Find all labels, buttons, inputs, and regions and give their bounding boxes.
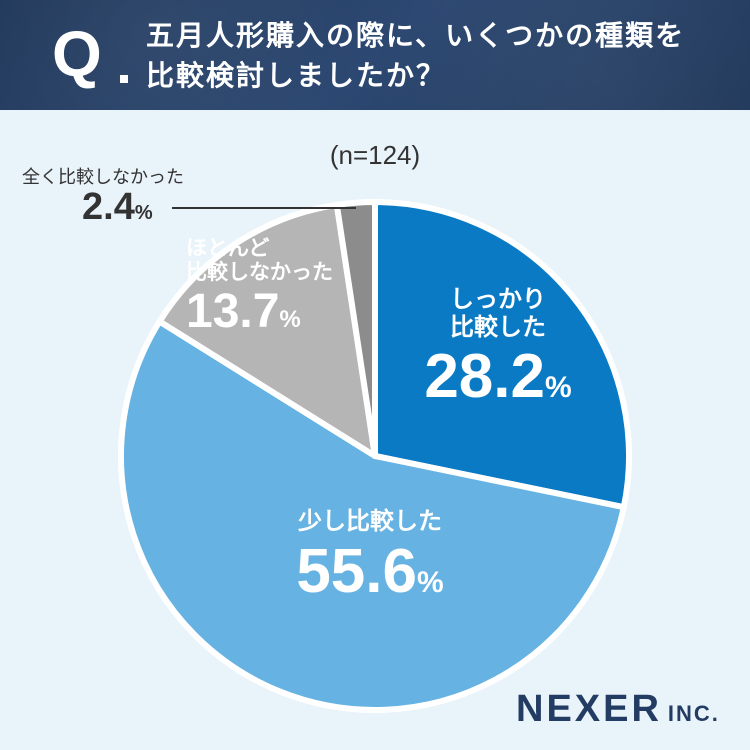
pie-slice-never bbox=[333, 199, 378, 459]
slice-name-hardly-2: 比較しなかった bbox=[186, 260, 333, 285]
question-line-2: 比較検討しましたか？ bbox=[146, 59, 447, 92]
slice-unit-thorough: % bbox=[544, 371, 572, 405]
question-line-1: 五月人形購入の際に、いくつかの種類を bbox=[146, 19, 686, 52]
slice-name-never: 全く比較しなかった bbox=[22, 167, 184, 188]
pie-slice-some bbox=[118, 318, 627, 713]
pie-slice-thorough bbox=[372, 199, 632, 511]
logo-main: NEXER bbox=[516, 688, 662, 730]
leader-line bbox=[172, 207, 356, 209]
slice-value-thorough: 28.2 bbox=[424, 342, 545, 412]
slice-value-hardly: 13.7 bbox=[186, 285, 280, 339]
slice-label-thorough: しっかり 比較した 28.2% bbox=[388, 285, 608, 412]
slice-value-some: 55.6 bbox=[296, 536, 417, 606]
sample-size: (n=124) bbox=[329, 140, 421, 170]
slice-label-some: 少し比較した 55.6% bbox=[250, 507, 490, 607]
logo-sub: INC. bbox=[667, 701, 720, 726]
slice-unit-some: % bbox=[416, 565, 444, 599]
slice-value-never: 2.4 bbox=[82, 186, 135, 228]
slice-name-thorough-1: しっかり bbox=[450, 285, 546, 313]
q-dot bbox=[120, 75, 128, 83]
slice-label-never: 2.4% bbox=[82, 186, 153, 229]
question-header: Q 五月人形購入の際に、いくつかの種類を 比較検討しましたか？ bbox=[0, 0, 750, 110]
slice-unit-hardly: % bbox=[279, 306, 301, 334]
slice-name-thorough-2: 比較した bbox=[450, 312, 546, 341]
q-mark: Q bbox=[52, 18, 102, 90]
slice-unit-never: % bbox=[134, 202, 153, 224]
slice-label-hardly: ほとんど 比較しなかった 13.7% bbox=[186, 236, 376, 339]
nexer-logo: NEXER INC. bbox=[516, 688, 720, 731]
question-text: 五月人形購入の際に、いくつかの種類を 比較検討しましたか？ bbox=[146, 16, 736, 96]
slice-name-some: 少し比較した bbox=[298, 507, 442, 535]
slice-name-hardly-1: ほとんど bbox=[186, 236, 270, 260]
